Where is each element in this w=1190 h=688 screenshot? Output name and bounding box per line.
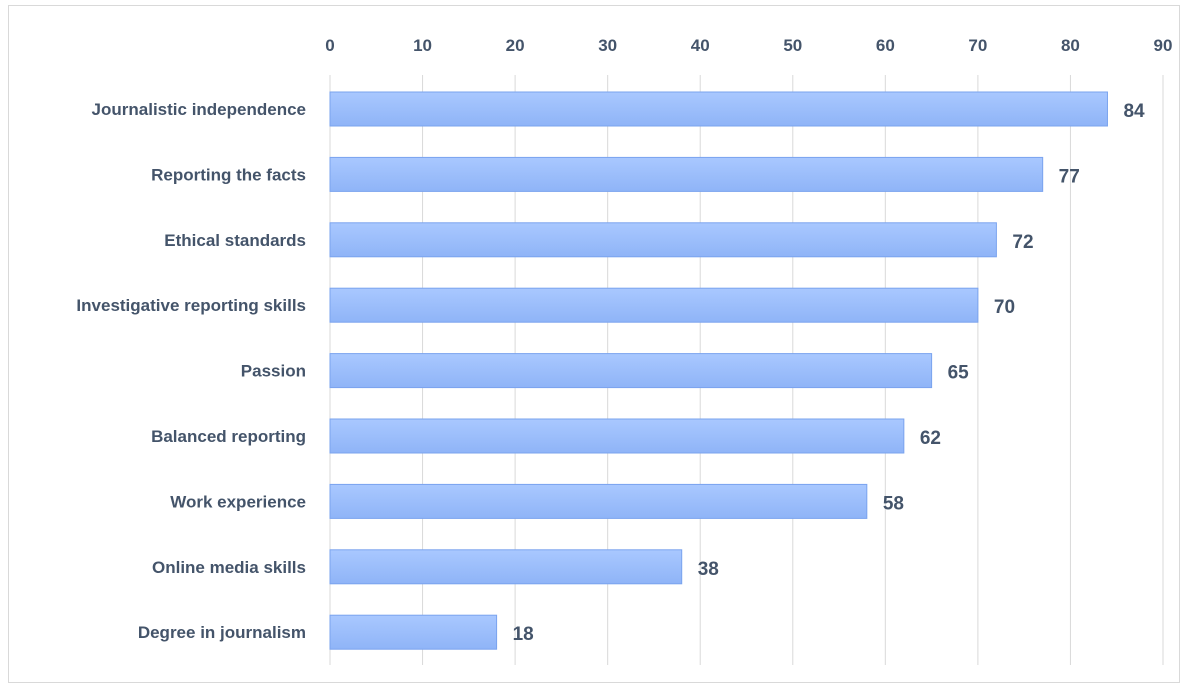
- category-label: Ethical standards: [164, 231, 306, 250]
- x-tick-label: 10: [413, 36, 432, 55]
- x-axis-ticks: 0 10 20 30 40 50 60 70 80 90: [325, 36, 1172, 55]
- category-label: Online media skills: [152, 558, 306, 577]
- category-label: Investigative reporting skills: [76, 296, 306, 315]
- value-label: 72: [1012, 232, 1033, 253]
- x-tick-label: 50: [783, 36, 802, 55]
- x-tick-label: 90: [1154, 36, 1173, 55]
- bar: [329, 483, 868, 519]
- x-tick-label: 80: [1061, 36, 1080, 55]
- bar: [329, 156, 1044, 192]
- x-tick-label: 70: [968, 36, 987, 55]
- value-label: 70: [994, 297, 1015, 318]
- category-label: Reporting the facts: [151, 165, 306, 184]
- bar: [329, 549, 683, 585]
- value-label: 58: [883, 493, 904, 514]
- value-labels: 84 77 72 70 65 62 58 38 18: [513, 101, 1145, 645]
- bar: [329, 353, 933, 389]
- bar: [329, 418, 905, 454]
- x-tick-label: 40: [691, 36, 710, 55]
- value-label: 77: [1059, 166, 1080, 187]
- category-labels: Journalistic independence Reporting the f…: [76, 100, 306, 642]
- x-tick-label: 60: [876, 36, 895, 55]
- x-tick-label: 30: [598, 36, 617, 55]
- bar: [329, 222, 997, 258]
- category-label: Degree in journalism: [138, 623, 306, 642]
- value-label: 65: [948, 363, 970, 384]
- category-label: Passion: [241, 362, 306, 381]
- value-label: 18: [513, 624, 534, 645]
- x-tick-label: 20: [506, 36, 525, 55]
- bar: [329, 287, 979, 323]
- category-label: Work experience: [170, 492, 306, 511]
- category-label: Journalistic independence: [92, 100, 306, 119]
- x-tick-label: 0: [325, 36, 334, 55]
- bars: [329, 91, 1108, 650]
- bar: [329, 614, 498, 650]
- value-label: 84: [1123, 101, 1145, 122]
- category-label: Balanced reporting: [151, 427, 306, 446]
- bar: [329, 91, 1108, 127]
- value-label: 62: [920, 428, 941, 449]
- value-label: 38: [698, 559, 719, 580]
